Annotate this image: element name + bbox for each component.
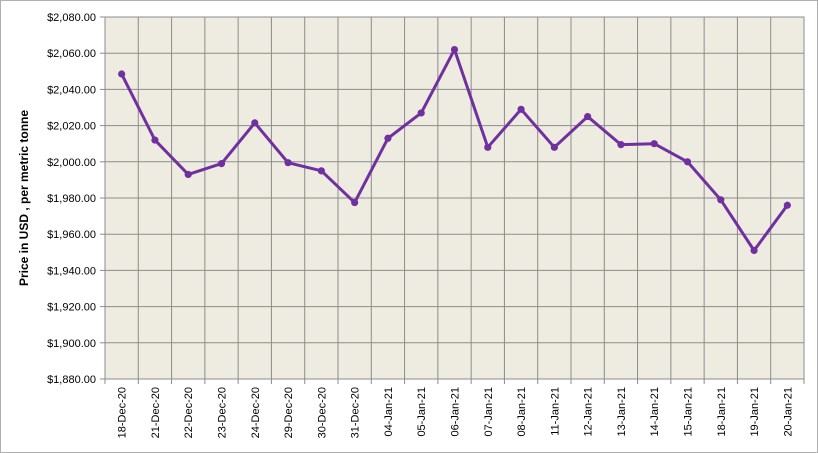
- y-axis-tick-labels: $1,880.00 $1,900.00 $1,920.00 $1,940.00 $1,9…: [47, 12, 96, 386]
- data-point: [584, 112, 592, 121]
- y-tick-label: $1,920.00: [47, 302, 96, 314]
- data-point: [317, 167, 325, 175]
- y-axis-title: Price in USD , per metric tonne: [17, 110, 31, 286]
- x-tick-label: 15-Jan-21: [683, 387, 695, 437]
- data-point: [417, 109, 425, 117]
- x-tick-label: 12-Jan-21: [583, 387, 595, 437]
- x-tick-label: 31-Dec-20: [350, 387, 362, 438]
- x-tick-label: 13-Jan-21: [616, 387, 628, 437]
- y-tick-label: $2,060.00: [47, 48, 96, 60]
- data-point: [650, 140, 658, 148]
- y-tick-label: $1,940.00: [47, 265, 96, 277]
- data-point: [284, 159, 292, 167]
- x-tick-label: 30-Dec-20: [316, 387, 328, 438]
- vertical-gridlines: [104, 17, 805, 384]
- data-point: [118, 70, 126, 78]
- data-point: [251, 119, 259, 127]
- data-point: [484, 143, 492, 151]
- x-tick-label: 04-Jan-21: [383, 387, 395, 437]
- x-tick-label: 23-Dec-20: [217, 387, 229, 438]
- data-point: [717, 196, 725, 204]
- x-tick-label: 08-Jan-21: [516, 387, 528, 437]
- data-point: [550, 143, 558, 151]
- x-tick-label: 06-Jan-21: [450, 387, 462, 437]
- x-tick-label: 11-Jan-21: [549, 387, 561, 436]
- y-tick-label: $1,900.00: [47, 338, 96, 350]
- x-axis-tick-labels: 18-Dec-20 21-Dec-20 22-Dec-20 23-Dec-20 24-D…: [117, 387, 795, 438]
- data-point: [217, 160, 226, 168]
- data-point: [384, 134, 392, 142]
- x-tick-label: 18-Dec-20: [117, 387, 129, 438]
- data-point-markers: [118, 45, 791, 255]
- y-tick-label: $2,080.00: [47, 12, 96, 24]
- data-point: [617, 141, 625, 149]
- data-point: [783, 201, 791, 209]
- x-tick-label: 20-Jan-21: [782, 387, 794, 437]
- y-tick-label: $1,960.00: [47, 229, 96, 241]
- x-tick-label: 29-Dec-20: [283, 387, 295, 438]
- x-tick-label: 21-Dec-20: [150, 387, 162, 438]
- x-tick-label: 05-Jan-21: [416, 387, 428, 437]
- y-tick-label: $2,040.00: [47, 84, 96, 96]
- data-point: [683, 158, 692, 166]
- x-tick-label: 24-Dec-20: [250, 387, 262, 438]
- y-tick-label: $2,020.00: [47, 121, 96, 133]
- x-tick-label: 07-Jan-21: [483, 387, 495, 437]
- data-point: [750, 246, 758, 255]
- data-point: [450, 45, 459, 54]
- y-tick-label: $1,880.00: [47, 374, 96, 386]
- x-tick-label: 19-Jan-21: [749, 387, 761, 437]
- x-tick-label: 18-Jan-21: [716, 387, 728, 437]
- data-point: [517, 105, 525, 113]
- x-tick-label: 22-Dec-20: [183, 387, 195, 438]
- y-tick-label: $1,980.00: [47, 193, 96, 205]
- data-point: [151, 136, 159, 144]
- y-tick-label: $2,000.00: [47, 157, 96, 169]
- data-point: [184, 170, 192, 179]
- data-point: [351, 198, 359, 207]
- x-tick-label: 14-Jan-21: [649, 387, 661, 437]
